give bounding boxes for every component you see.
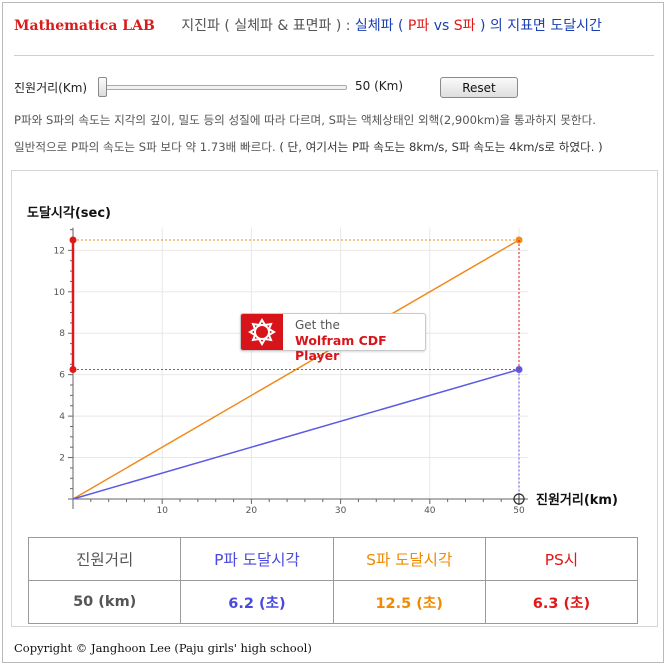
ps-interval-start [69,366,77,373]
x-tick-label: 30 [335,506,347,516]
distance-label: 진원거리(Km) [14,81,88,95]
cdf-line-1: Get the [295,318,340,332]
ps-interval-end [69,236,77,244]
wolfram-logo-icon [241,314,283,350]
results-table: 진원거리 P파 도달시각 S파 도달시각 PS시 50 (km) 6.2 (초)… [27,537,639,624]
value-p-arrival: 6.2 (초) [180,580,334,624]
y-axis-label: 도달시각(sec) [27,206,111,221]
distance-slider-thumb[interactable] [98,77,107,97]
header: Mathematica LAB 지진파 ( 실체파 & 표면파 ) : 실체파 … [14,15,654,37]
copyright: Copyright © Janghoon Lee (Paju girls' hi… [14,641,312,655]
x-tick-label: 50 [513,506,525,516]
divider [14,55,654,56]
header-title-vs: vs [433,18,450,34]
header-title-s: S파 [453,18,476,34]
chart-series [69,236,523,500]
info-line-2b: ( 단, 여기서는 P파 속도는 8km/s, S파 속도는 4km/s로 하였… [279,140,603,154]
value-distance: 50 (km) [27,580,182,624]
crosshair-icon[interactable] [513,493,525,505]
table-value-row: 50 (km) 6.2 (초) 12.5 (초) 6.3 (초) [27,580,639,624]
distance-value: 50 (Km) [355,79,404,93]
x-tick-label: 20 [246,506,258,516]
header-distance: 진원거리 [27,537,182,581]
chart-grid [73,227,528,499]
reset-button[interactable]: Reset [440,77,518,98]
cdf-line-2: Wolfram CDF Player [295,333,387,363]
header-title-a: 실체파 ( [354,18,404,34]
value-ps-time: 6.3 (초) [484,580,639,624]
cdf-player-badge[interactable]: Get the Wolfram CDF Player [240,313,426,363]
header-ps-time: PS시 [484,537,639,581]
header-title-b: ) 의 지표면 도달시간 [479,18,602,34]
series-line [72,368,520,500]
y-tick-label: 8 [59,329,65,339]
info-line-2a: 일반적으로 P파의 속도는 S파 보다 약 1.73배 빠르다. [14,140,276,154]
x-tick-label: 10 [156,506,168,516]
header-subtitle: 지진파 ( 실체파 & 표면파 ) : [181,18,351,34]
y-tick-label: 6 [59,371,65,381]
x-tick-label: 40 [424,506,436,516]
y-tick-label: 2 [59,454,65,464]
table-header-row: 진원거리 P파 도달시각 S파 도달시각 PS시 [27,537,639,581]
value-s-arrival: 12.5 (초) [332,580,486,624]
y-tick-label: 10 [54,288,66,298]
header-title-p: P파 [407,18,430,34]
header-p-arrival: P파 도달시각 [180,537,334,581]
x-axis-label: 진원거리(km) [536,492,618,508]
chart-axes: 10 20 30 40 50 2 4 6 8 10 12 [54,227,528,516]
info-line-1: P파와 S파의 속도는 지각의 깊이, 밀도 등의 성질에 따라 다르며, S파… [14,113,596,127]
info-line-2: 일반적으로 P파의 속도는 S파 보다 약 1.73배 빠르다. ( 단, 여기… [14,139,603,155]
chart-panel [11,170,658,627]
brand-title: Mathematica LAB [14,18,155,34]
series-line [72,239,520,500]
header-s-arrival: S파 도달시각 [332,537,486,581]
y-tick-label: 4 [59,412,65,422]
y-tick-label: 12 [54,246,65,256]
